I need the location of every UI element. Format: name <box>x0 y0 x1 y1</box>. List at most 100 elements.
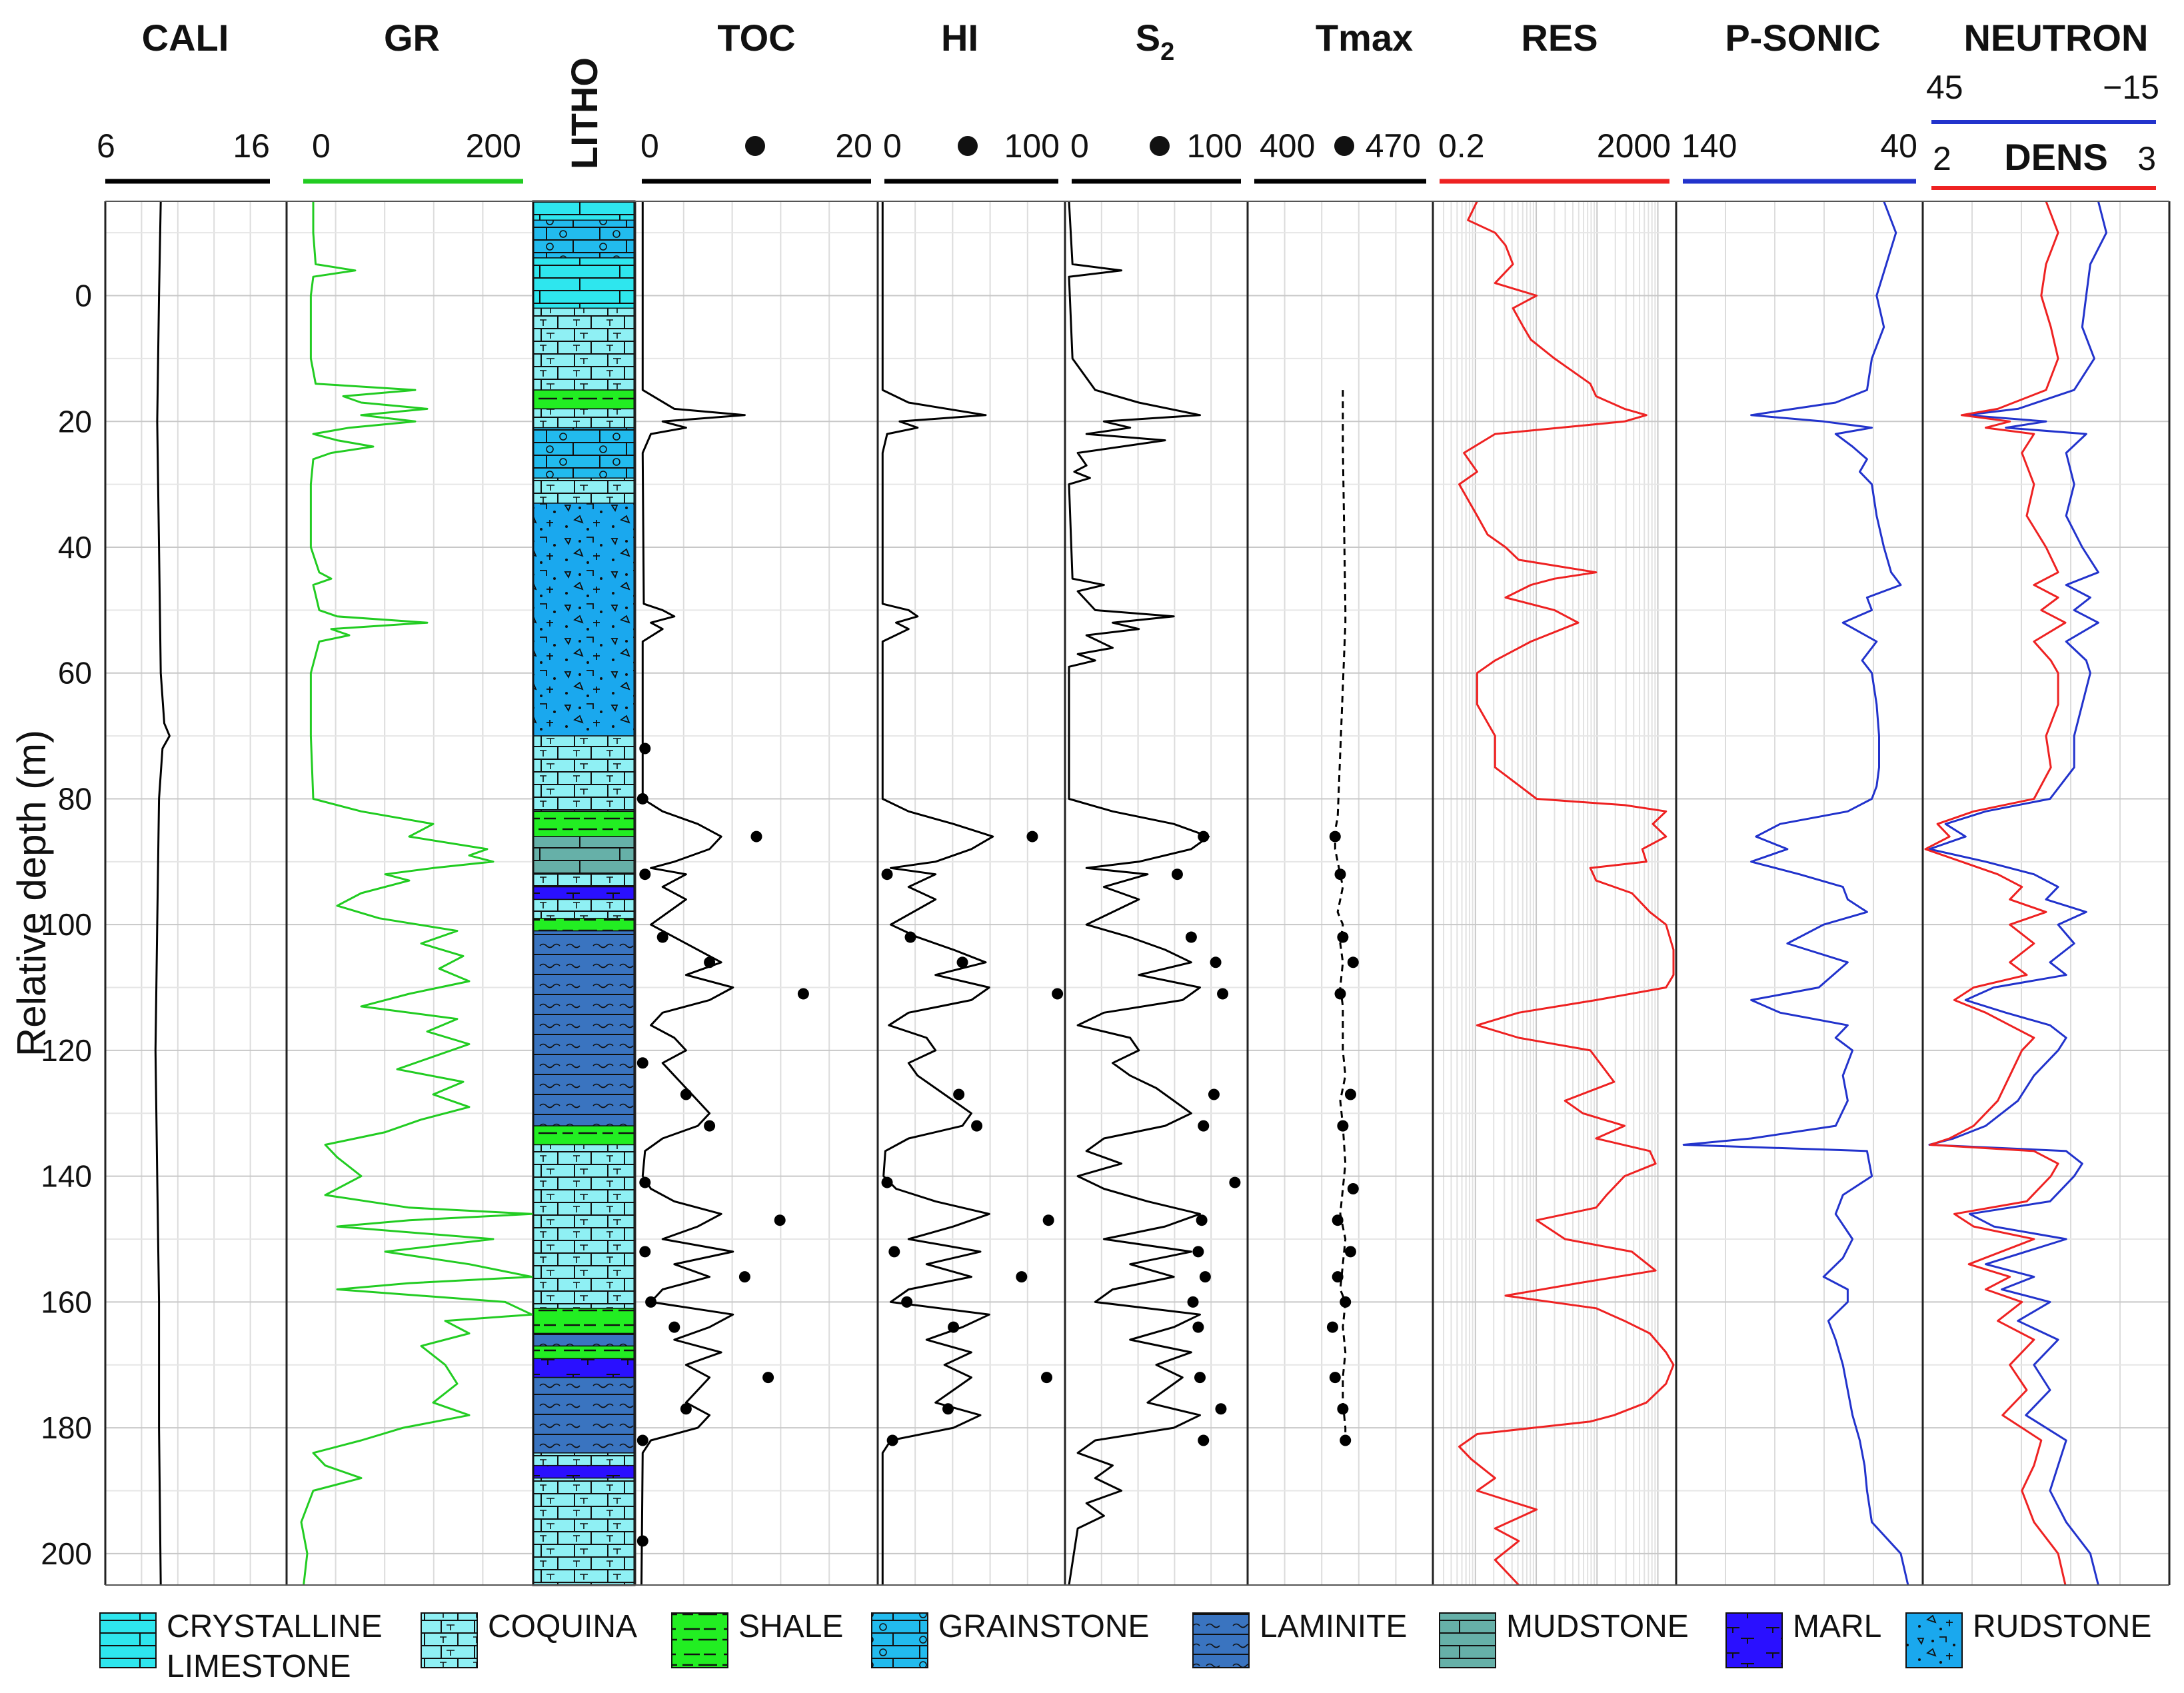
depth-tick-label: 60 <box>58 656 92 691</box>
s2-sample-point <box>1171 868 1183 880</box>
neutron-curve <box>1928 201 2107 1586</box>
grid-s2 <box>1065 201 1248 1585</box>
s2-sample-point <box>1194 1372 1206 1384</box>
hi-sample-point <box>1042 1214 1054 1226</box>
grid-neutron-dens <box>1923 201 2169 1585</box>
toc-sample-point <box>639 1176 651 1188</box>
s2-sample-point <box>1210 956 1222 968</box>
legend-swatch-coquina <box>421 1612 478 1668</box>
legend-label-rudstone: RUDSTONE <box>1973 1609 2151 1644</box>
depth-tick-label: 0 <box>75 279 92 313</box>
legend-item-grainstone: GRAINSTONE <box>871 1609 1150 1668</box>
litho-interval-shale <box>533 917 635 932</box>
litho-interval-coquina <box>533 873 635 888</box>
track-title-neutron: NEUTRON <box>1964 17 2149 59</box>
toc-sample-point <box>750 831 762 843</box>
litho-interval-coquina <box>533 735 635 813</box>
litho-interval-grainstone <box>533 427 635 479</box>
litho-interval-laminite <box>533 1332 635 1347</box>
s2-curve <box>1068 201 1210 1586</box>
toc-sample-point <box>668 1321 680 1333</box>
tmax-sample-point <box>1344 1088 1356 1100</box>
legend-swatch-laminite <box>1192 1612 1250 1668</box>
track-title-res: RES <box>1521 17 1598 59</box>
tmax-sample-point <box>1332 1271 1344 1283</box>
toc-sample-point <box>797 988 809 1000</box>
s2-max-label: 100 <box>1187 127 1242 165</box>
s2-sample-point <box>1217 988 1229 1000</box>
hi-min-label: 0 <box>883 127 902 165</box>
legend-label-crystalline: LIMESTONE <box>167 1649 351 1684</box>
tmax-curve <box>1334 390 1347 1447</box>
grid-tmax <box>1248 201 1433 1585</box>
litho-interval-laminite <box>533 1376 635 1454</box>
legend-item-marl: MARL <box>1725 1609 1881 1668</box>
legend-item-mudstone: MUDSTONE <box>1439 1609 1689 1668</box>
grid-toc <box>635 201 878 1585</box>
track-title-toc: TOC <box>717 17 795 59</box>
toc-sample-point <box>639 1246 651 1258</box>
s2-sample-point <box>1198 1434 1210 1446</box>
grid-res <box>1432 201 1677 1585</box>
hi-sample-point <box>888 1246 900 1258</box>
tmax-sample-point <box>1334 988 1346 1000</box>
toc-sample-point <box>656 931 668 943</box>
hi-max-label: 100 <box>1004 127 1060 165</box>
toc-min-label: 0 <box>640 127 659 165</box>
track-grids <box>105 201 2169 1585</box>
tmax-sample-point <box>1344 1246 1356 1258</box>
litho-interval-crystalline <box>533 201 635 221</box>
litho-interval-marl <box>533 886 635 900</box>
toc-sample-point <box>704 956 716 968</box>
track-title-p-sonic: P-SONIC <box>1725 17 1880 59</box>
litho-interval-shale <box>533 389 635 410</box>
gr-curve <box>300 201 533 1586</box>
cali-min-label: 6 <box>97 127 115 165</box>
litho-interval-coquina <box>533 1144 635 1309</box>
depth-tick-label: 40 <box>58 530 92 565</box>
lithology-legend: CRYSTALLINE LIMESTONE COQUINA SHALE GRAINSTO… <box>99 1609 2151 1684</box>
track-title-hi: HI <box>941 17 978 59</box>
dens-curve <box>1924 201 2067 1586</box>
gr-min-label: 0 <box>312 127 331 165</box>
tmax-sample-point <box>1347 956 1359 968</box>
legend-item-shale: SHALE <box>671 1609 843 1668</box>
litho-interval-mudstone <box>533 836 635 875</box>
neutron-min-label: 45 <box>1926 69 1963 106</box>
toc-sample-point <box>639 743 651 755</box>
hi-sample-point <box>1040 1372 1052 1384</box>
hi-sample-point <box>942 1403 954 1415</box>
neutron-max-label: −15 <box>2103 69 2159 106</box>
legend-swatch-rudstone <box>1905 1612 1963 1668</box>
grid-hi <box>878 201 1065 1585</box>
toc-sample-point <box>704 1120 716 1132</box>
litho-interval-shale <box>533 1125 635 1146</box>
hi-sample-point <box>881 1176 893 1188</box>
litho-interval-grainstone <box>533 219 635 259</box>
litho-interval-marl <box>533 1464 635 1479</box>
grid-cali <box>105 201 287 1585</box>
hi-sample-point <box>971 1120 983 1132</box>
toc-sample-point <box>636 793 648 805</box>
litho-interval-shale <box>533 1308 635 1334</box>
s2-sample-point <box>1199 1271 1211 1283</box>
tmax-sample-point <box>1337 931 1349 943</box>
log-curves <box>154 201 2107 1586</box>
tmax-sample-point <box>1337 1403 1349 1415</box>
litho-interval-shale <box>533 1345 635 1360</box>
legend-swatch-grainstone <box>871 1612 928 1668</box>
legend-item-crystalline: CRYSTALLINE LIMESTONE <box>99 1609 383 1684</box>
legend-label-marl: MARL <box>1793 1609 1881 1644</box>
litho-interval-shale <box>533 811 635 837</box>
hi-curve <box>881 201 994 1585</box>
grid-gr <box>287 201 532 1585</box>
toc-sample-point <box>680 1403 692 1415</box>
litho-interval-marl <box>533 1358 635 1378</box>
s2-sample-point <box>1198 1120 1210 1132</box>
s2-sample-point <box>1229 1176 1241 1188</box>
hi-sample-point <box>956 956 968 968</box>
legend-label-laminite: LAMINITE <box>1260 1609 1407 1644</box>
track-title-s2: S2 <box>1136 17 1175 66</box>
tmax-sample-point <box>1329 831 1341 843</box>
